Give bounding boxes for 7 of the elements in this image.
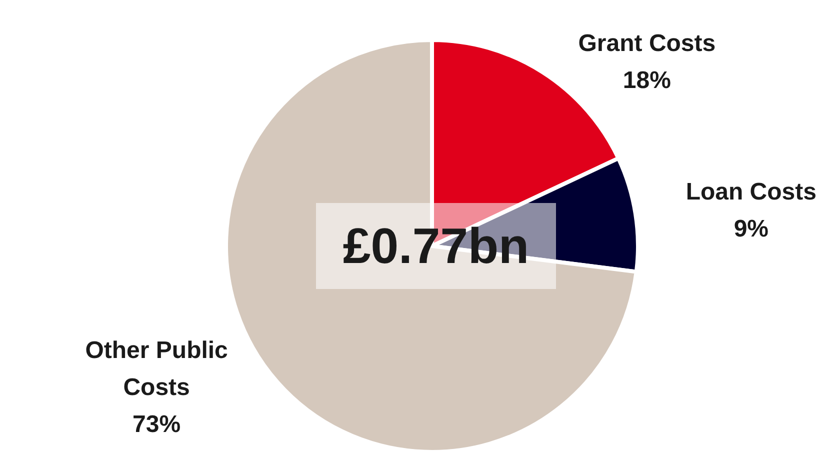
slice-label: Other Public Costs xyxy=(85,337,228,402)
data-label: 9% xyxy=(734,216,768,244)
data-label: 73% xyxy=(132,411,181,438)
slice-label: Loan Costs xyxy=(686,179,816,206)
text: £0.77bn xyxy=(342,218,530,274)
slice-label: Grant Costs xyxy=(578,30,716,58)
data-label: 18% xyxy=(622,67,671,94)
